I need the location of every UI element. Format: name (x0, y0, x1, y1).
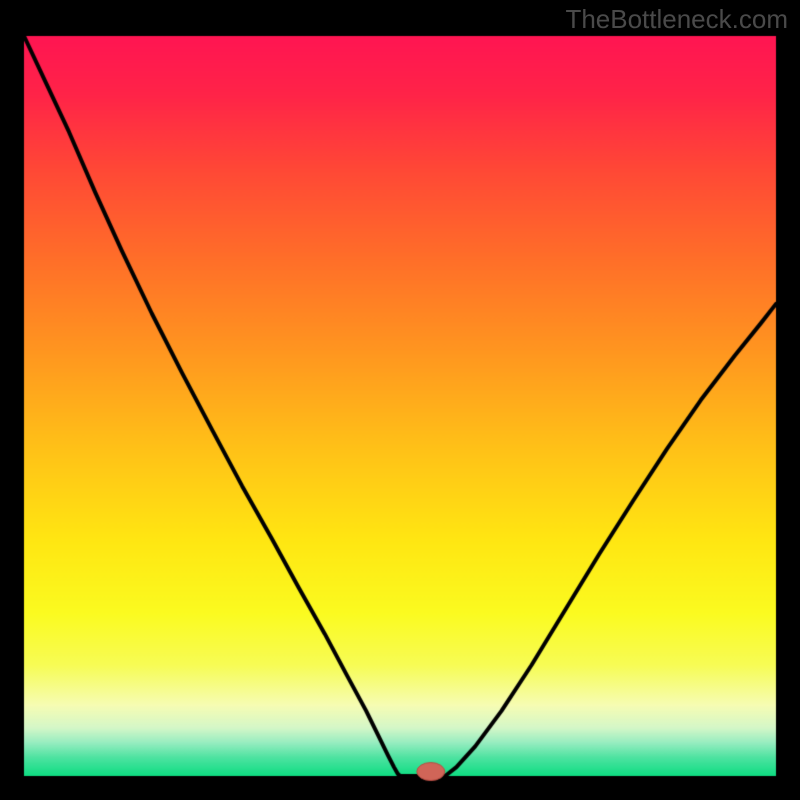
bottleneck-curve-chart (0, 0, 800, 800)
chart-stage: TheBottleneck.com (0, 0, 800, 800)
